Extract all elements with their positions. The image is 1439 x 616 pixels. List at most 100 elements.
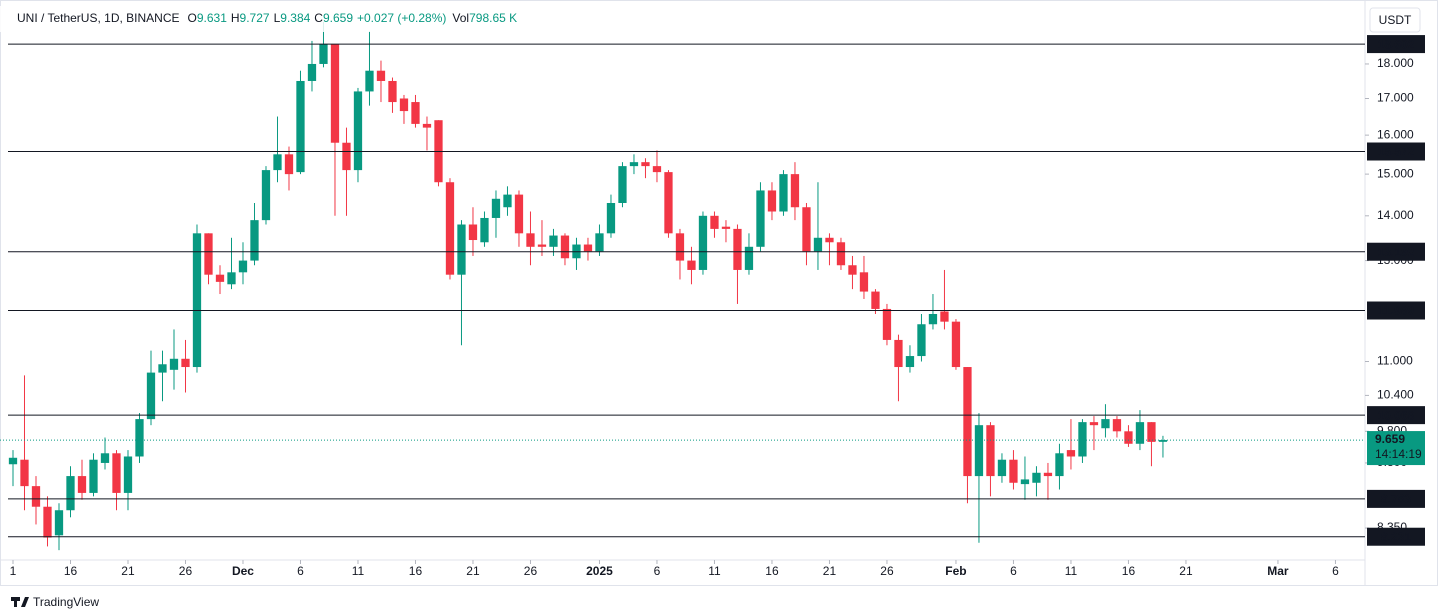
candle-body [77,476,87,493]
level-label: 18.602 [1378,37,1415,51]
candle-body [411,102,420,124]
volume: 798.65 K [469,11,517,25]
x-tick-label: 6 [297,564,304,578]
level-label-bg [1367,527,1425,546]
candle-body [1158,440,1168,442]
candle-body [1032,472,1041,483]
candle-body [871,291,880,309]
candle-body [986,425,995,477]
candle-body [813,237,823,252]
y-tick-label: 14.000 [1377,208,1414,222]
level-label: 15.572 [1378,145,1415,159]
y-tick-label: 18.000 [1377,56,1414,70]
candle-body [1124,431,1133,444]
y-tick-label: 17.000 [1377,91,1414,105]
level-label-bg [1367,489,1425,508]
l-label: L [274,11,281,25]
candle-body [859,272,869,292]
candle-body [549,235,558,247]
x-tick-label: 21 [121,564,135,578]
candle-body [273,154,282,171]
level-label-bg [1367,301,1425,320]
candle-body [514,194,524,234]
candle-body [468,224,478,241]
candle-body [583,244,593,252]
x-tick-label: 26 [880,564,894,578]
candle-body [31,486,41,507]
candle-body [238,260,248,273]
candle-body [146,372,156,420]
candle-body [135,419,144,457]
candle-body [848,265,857,275]
candle-body [1101,419,1110,429]
candle-body [227,272,236,285]
candle-body [1066,450,1076,457]
level-label-bg [1367,35,1425,54]
x-tick-label: 2025 [586,564,613,578]
y-tick-label: 16.000 [1377,127,1414,141]
candle-body [66,476,75,511]
x-tick-label: 16 [409,564,423,578]
level-label: 8.231 [1381,530,1411,544]
candle-body [89,459,98,493]
x-tick-label: 21 [466,564,480,578]
candle-body [790,174,800,208]
candle-body [687,260,696,270]
x-tick-label: Mar [1267,564,1289,578]
x-tick-label: 16 [1122,564,1136,578]
vol-label: Vol [452,11,469,25]
candle-body [480,217,489,243]
candle-body [1020,479,1030,485]
candle-body [836,242,846,266]
candle-body [629,162,639,167]
candle-body [422,123,432,128]
candle-body [1055,453,1064,477]
candle-body [296,80,305,173]
candle-body [526,233,535,247]
x-tick-label: 6 [654,564,661,578]
last-price-bg [1367,431,1425,466]
x-tick-label: 16 [765,564,779,578]
candle-body [503,194,512,208]
level-label-bg [1367,242,1425,261]
candle-body [974,425,984,477]
candle-body [963,367,972,477]
h-label: H [231,11,240,25]
candle-body [54,510,64,536]
candle-body [537,244,547,247]
candle-body [169,358,179,370]
candle-body [997,459,1007,477]
candle-body [652,166,662,173]
currency-button[interactable] [1369,7,1421,33]
x-tick-label: Dec [232,564,254,578]
candle-body [8,457,18,465]
level-label-bg [1367,406,1425,425]
level-label: 8.763 [1381,492,1411,506]
candle-body [698,215,708,270]
candle-body [250,220,259,261]
candle-body [882,308,892,340]
candle-body [618,166,627,203]
x-tick-label: 26 [524,564,538,578]
candle-body [112,453,121,493]
candle-body [445,182,455,275]
candle-body [917,324,926,357]
candle-body [928,314,938,325]
candle-body [342,142,351,171]
level-label: 10.066 [1378,408,1415,422]
brand: TradingView [33,595,99,609]
candle-body [284,154,294,175]
x-tick-label: 1 [10,564,17,578]
x-tick-label: 11 [708,564,721,578]
l-value: 9.384 [280,11,310,25]
x-tick-label: 11 [352,564,365,578]
candle-body [192,233,202,368]
candle-body [1009,459,1018,483]
currency[interactable]: USDT [1379,13,1412,27]
o-label: O [188,11,197,25]
x-tick-label: 6 [1332,564,1339,578]
candle-body [1112,419,1122,432]
candle-body [802,207,811,252]
candle-body [365,70,374,92]
